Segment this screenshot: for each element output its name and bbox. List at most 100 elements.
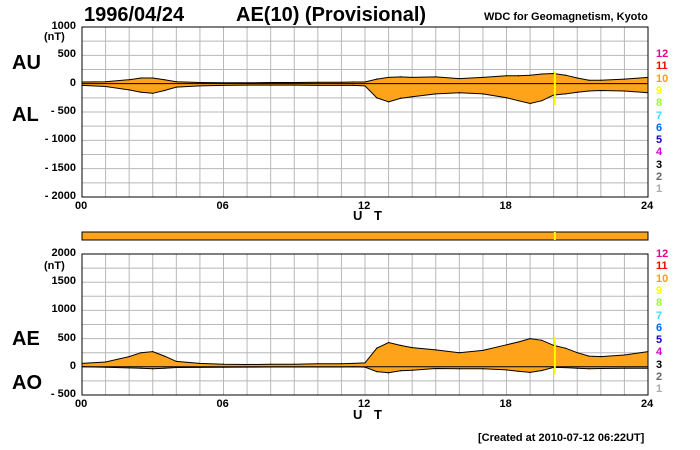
data-point-al <box>458 92 460 94</box>
data-point-au <box>576 77 578 79</box>
data-point-ao <box>505 369 508 371</box>
station-count-11: 11 <box>656 260 668 273</box>
data-point-ao <box>163 367 166 369</box>
station-count-12: 12 <box>656 248 669 260</box>
station-count-2: 2 <box>656 371 663 383</box>
data-point-ae <box>293 363 295 365</box>
data-point-ae <box>482 349 484 352</box>
data-point-ao <box>541 369 543 372</box>
station-count-10: 10 <box>656 272 669 285</box>
panel-2 <box>81 253 649 396</box>
data-point-au <box>246 82 248 84</box>
station-count-9: 9 <box>656 84 663 97</box>
data-point-al <box>340 84 343 86</box>
data-point-ae <box>529 338 531 340</box>
data-point-al <box>482 93 484 95</box>
data-point-au <box>482 76 484 79</box>
data-point-ae <box>576 352 578 354</box>
date-label: 1996/04/24 <box>84 4 185 26</box>
data-point-al <box>600 89 602 92</box>
data-point-al <box>505 97 508 99</box>
x-axis-label: U T <box>353 407 386 422</box>
data-point-au <box>399 76 401 78</box>
series-line-ao <box>81 366 648 374</box>
station-count-1: 1 <box>656 183 663 196</box>
chart-title: AE(10) (Provisional) <box>236 4 427 26</box>
y-tick-label: - 2000 <box>44 190 76 202</box>
data-point-ao <box>140 367 142 369</box>
data-point-au <box>623 78 626 80</box>
data-point-ae <box>163 355 166 357</box>
data-point-au <box>541 73 543 75</box>
data-point-ao <box>529 371 531 374</box>
y-tick-label: - 1500 <box>44 161 76 174</box>
area-fill <box>82 73 648 104</box>
area-fill <box>82 338 648 373</box>
data-point-ae <box>352 362 354 365</box>
data-point-ao <box>128 367 130 369</box>
data-point-al <box>175 86 177 88</box>
data-point-al <box>246 84 248 86</box>
data-point-au <box>387 76 390 79</box>
data-point-al <box>317 84 319 86</box>
station-count-4: 4 <box>656 346 663 359</box>
data-point-ae <box>399 344 401 346</box>
data-point-au <box>270 81 272 84</box>
y-tick-label: 1000 <box>51 303 76 316</box>
data-point-ao <box>482 368 484 370</box>
data-point-ao <box>623 367 626 369</box>
y-tick-label: 500 <box>57 331 76 344</box>
data-point-ae <box>199 362 201 365</box>
station-count-3: 3 <box>656 358 663 371</box>
data-point-ae <box>152 350 154 353</box>
data-point-au <box>175 81 177 83</box>
data-point-au <box>152 77 154 79</box>
source-label: WDC for Geomagnetism, Kyoto <box>484 11 648 23</box>
data-point-ae <box>458 352 460 354</box>
station-count-10: 10 <box>656 72 669 85</box>
y-tick-label: - 500 <box>50 105 76 117</box>
al-label: AL <box>12 104 39 126</box>
data-point-au <box>340 81 343 83</box>
data-point-au <box>517 75 519 77</box>
station-count-7: 7 <box>656 309 663 322</box>
data-point-au <box>199 81 201 84</box>
y-tick-label: 0 <box>69 76 76 89</box>
data-point-al <box>623 90 626 92</box>
data-point-al <box>163 89 166 92</box>
data-point-al <box>387 101 390 103</box>
x-tick-label: 12 <box>358 398 371 410</box>
data-point-ao <box>564 367 567 369</box>
station-count-4: 4 <box>656 146 663 159</box>
data-point-ae <box>517 341 519 343</box>
x-tick-label: 06 <box>216 398 229 410</box>
data-point-ae <box>435 349 437 351</box>
data-point-ae <box>588 355 590 357</box>
data-point-ae <box>600 356 602 358</box>
y-tick-label: - 1000 <box>44 133 76 146</box>
data-point-al <box>564 93 567 95</box>
station-count-12: 12 <box>656 48 669 60</box>
data-point-ae <box>222 363 225 365</box>
x-tick-label: 18 <box>499 398 512 410</box>
series-line-ae <box>81 338 649 366</box>
data-point-ao <box>517 370 519 372</box>
data-point-ao <box>152 368 154 370</box>
ao-label: AO <box>12 372 42 394</box>
y-tick-label: 0 <box>69 359 76 372</box>
data-point-ae <box>411 347 413 349</box>
data-point-al <box>376 97 378 99</box>
data-point-au <box>128 79 130 81</box>
x-tick-label: 18 <box>499 200 512 212</box>
data-point-au <box>505 75 508 77</box>
data-point-au <box>293 81 295 84</box>
data-point-au <box>564 74 567 76</box>
data-point-al <box>104 85 107 88</box>
data-point-au <box>352 81 354 83</box>
data-point-ae <box>340 363 343 365</box>
data-point-au <box>435 76 437 78</box>
station-count-6: 6 <box>656 321 663 334</box>
created-timestamp: [Created at 2010-07-12 06:22UT] <box>478 432 645 444</box>
data-point-al <box>411 96 413 98</box>
